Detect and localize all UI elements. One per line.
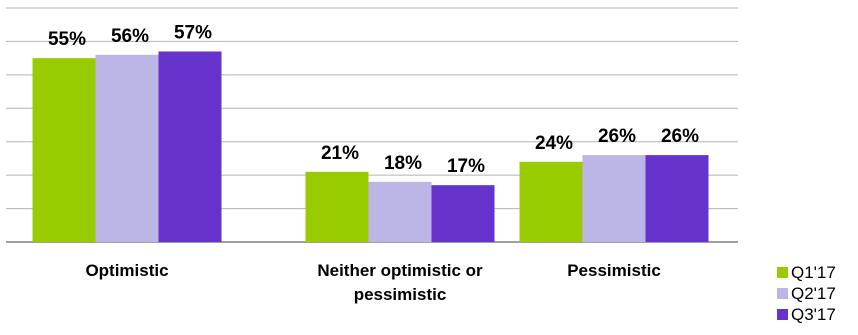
bar-q117-0 [32,58,96,243]
category-label: Optimistic [85,261,168,280]
data-label: 56% [111,26,149,47]
legend-item-q2: Q2'17 [777,283,836,304]
data-label: 55% [48,29,86,50]
legend-label-q3: Q3'17 [791,304,836,324]
legend-swatch-q1 [777,267,788,278]
bar-q117-1 [305,171,369,242]
category-label: Neither optimistic or [317,261,483,280]
bar-q117-2 [519,161,583,242]
category-label: pessimistic [354,285,447,304]
category-labels: Optimistic Neither optimistic or pessimist… [85,261,660,304]
legend-item-q1: Q1'17 [777,262,836,283]
legend: Q1'17 Q2'17 Q3'17 [777,262,836,325]
bar-q217-0 [95,54,159,242]
bar-q217-1 [368,181,432,242]
legend-swatch-q3 [777,309,788,320]
legend-label-q1: Q1'17 [791,262,836,282]
bars [32,51,709,243]
data-label: 26% [598,126,636,147]
bar-q317-0 [158,51,222,243]
legend-label-q2: Q2'17 [791,283,836,303]
data-label: 57% [174,22,212,43]
category-label: Pessimistic [567,261,661,280]
bar-q317-1 [431,185,495,242]
data-label: 24% [535,133,573,154]
data-label: 21% [321,143,359,164]
legend-item-q3: Q3'17 [777,304,836,325]
data-label: 26% [661,126,699,147]
bar-q317-2 [645,155,709,242]
bar-q217-2 [582,155,646,242]
legend-swatch-q2 [777,288,788,299]
value-labels: 55% 56% 57% 21% 18% 17% 24% 26% 26% [48,22,699,177]
data-label: 17% [447,156,485,177]
data-label: 18% [384,153,422,174]
